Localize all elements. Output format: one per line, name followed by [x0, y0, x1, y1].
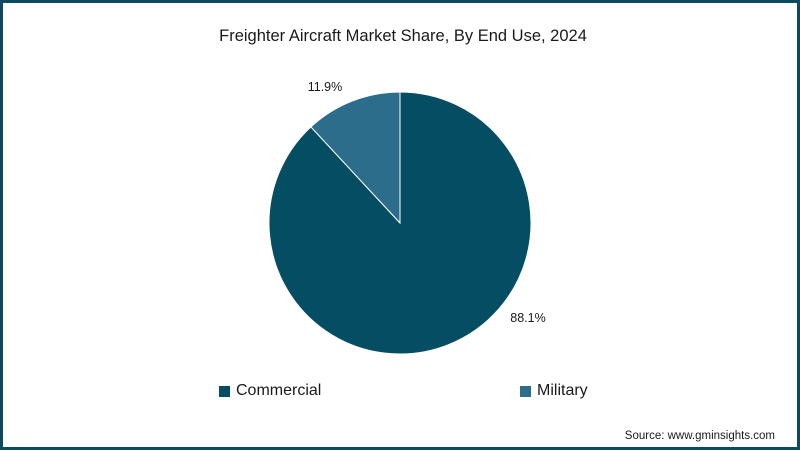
- legend-item-military[interactable]: Military: [520, 382, 588, 400]
- source-note: Source: www.gminsights.com: [624, 430, 775, 442]
- legend-label-military: Military: [537, 382, 588, 399]
- chart-title: Freighter Aircraft Market Share, By End …: [219, 27, 587, 45]
- pie-slice-military[interactable]: [310, 91, 401, 225]
- legend: Commercial Military: [3, 382, 800, 404]
- legend-item-commercial[interactable]: Commercial: [219, 382, 321, 400]
- legend-label-commercial: Commercial: [236, 382, 322, 399]
- legend-swatch-commercial: [219, 385, 230, 397]
- pie-chart: 11.9% 88.1%: [268, 80, 546, 355]
- legend-swatch-military: [520, 385, 531, 397]
- data-label-commercial: 88.1%: [510, 311, 545, 325]
- data-label-military: 11.9%: [308, 80, 343, 94]
